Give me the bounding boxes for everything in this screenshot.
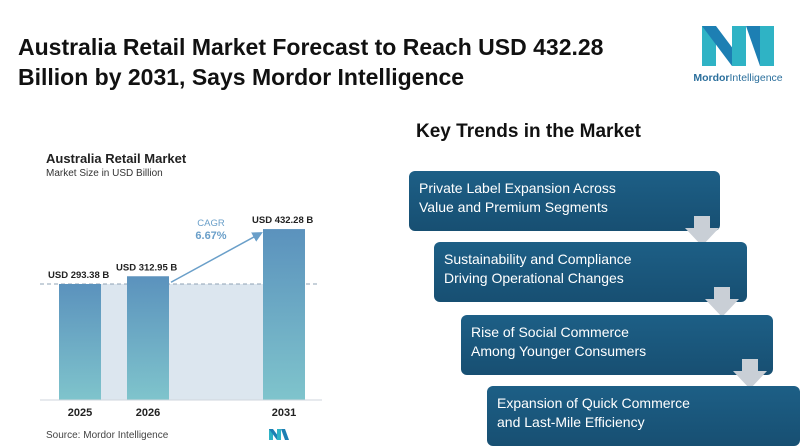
trend-4-line-1: Expansion of Quick Commerce [497, 395, 690, 411]
brand-name-suffix: Intelligence [729, 72, 783, 84]
chart-subtitle: Market Size in USD Billion [46, 168, 163, 179]
x-tick-label-2025: 2025 [68, 407, 92, 419]
page-title: Australia Retail Market Forecast to Reac… [18, 32, 618, 92]
brand-logo: MordorIntelligence [688, 20, 788, 100]
trend-3-line-2: Among Younger Consumers [471, 343, 647, 359]
data-label-2031: USD 432.28 B [252, 215, 313, 226]
trend-box-4: Expansion of Quick Commerce and Last-Mil… [487, 386, 800, 446]
bar-2025 [59, 284, 101, 400]
down-arrow-icon [685, 216, 719, 246]
trend-1-line-2: Value and Premium Segments [419, 199, 608, 215]
trend-box-1: Private Label Expansion Across Value and… [409, 171, 720, 231]
x-tick-label-2026: 2026 [136, 407, 160, 419]
brand-name: MordorIntelligence [688, 72, 788, 84]
data-label-2026: USD 312.95 B [116, 262, 177, 273]
page-title-line-2: Billion by 2031, Says Mordor Intelligenc… [18, 64, 465, 90]
trend-box-2: Sustainability and Compliance Driving Op… [434, 242, 747, 302]
trend-4-line-2: and Last-Mile Efficiency [497, 414, 645, 430]
cagr-value: 6.67% [195, 230, 226, 242]
brand-name-main: Mordor [693, 72, 730, 84]
bar-2026 [127, 276, 169, 400]
bar-2031 [263, 229, 305, 400]
trend-2-line-2: Driving Operational Changes [444, 270, 624, 286]
chart-source: Source: Mordor Intelligence [46, 430, 169, 441]
trend-3-line-1: Rise of Social Commerce [471, 324, 629, 340]
x-tick-label-2031: 2031 [272, 407, 296, 419]
reference-band [59, 284, 263, 400]
cagr-label: CAGR [197, 218, 225, 229]
trend-2-line-1: Sustainability and Compliance [444, 251, 632, 267]
mordor-logo-icon [702, 26, 774, 66]
down-arrow-icon [733, 359, 767, 389]
cagr-arrow [170, 232, 263, 283]
trend-box-3: Rise of Social Commerce Among Younger Co… [461, 315, 773, 375]
trends-title: Key Trends in the Market [416, 121, 641, 142]
source-logo-icon [269, 429, 289, 440]
data-label-2025: USD 293.38 B [48, 270, 109, 281]
chart-title: Australia Retail Market [46, 151, 187, 166]
trend-1-line-1: Private Label Expansion Across [419, 180, 616, 196]
down-arrow-icon [705, 287, 739, 317]
page-title-line-1: Australia Retail Market Forecast to Reac… [18, 34, 604, 60]
